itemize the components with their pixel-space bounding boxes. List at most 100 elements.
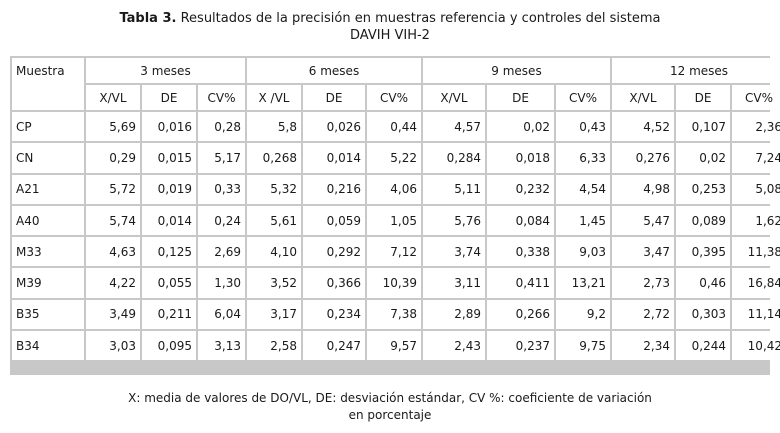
table-cell: 0,292: [303, 237, 365, 267]
table-cell: 3,47: [612, 237, 674, 267]
table-cell: 4,63: [86, 237, 140, 267]
table-cell: 0,28: [198, 112, 245, 142]
table-cell: 0,395: [676, 237, 730, 267]
table-cell: 0,411: [487, 268, 554, 298]
table-cell: 4,10: [247, 237, 301, 267]
table-cell: 0,43: [556, 112, 610, 142]
table-cell: 5,72: [86, 174, 140, 204]
table-row: B34 3,03 0,095 3,13 2,58 0,247 9,57 2,43 0,237 9,…: [12, 331, 780, 361]
table-cell: 0,084: [487, 205, 554, 236]
table-cell: 2,73: [612, 268, 674, 298]
table-cell: 0,247: [303, 331, 365, 361]
table-cell: 7,24: [732, 143, 780, 173]
table-cell: 5,08: [732, 174, 780, 204]
table-cell: 5,74: [86, 205, 140, 236]
group-header: 9 meses: [423, 58, 610, 83]
table-cell: 16,84: [732, 268, 780, 298]
table-cell: 5,11: [423, 174, 485, 204]
table-cell: 0,211: [142, 299, 196, 330]
caption-line-1: Tabla 3. Resultados de la precisión en m…: [0, 10, 780, 27]
table-cell: 0,44: [367, 112, 421, 142]
table-cell: 4,54: [556, 174, 610, 204]
table-cell: 3,03: [86, 331, 140, 361]
table-row: A21 5,72 0,019 0,33 5,32 0,216 4,06 5,11 0,232 4,…: [12, 174, 780, 204]
group-header: 6 meses: [247, 58, 421, 83]
table-cell: 2,34: [612, 331, 674, 361]
header-row-subcolumns: X/VL DE CV% X /VL DE CV% X/VL DE CV% X/VL DE CV%: [12, 85, 780, 110]
table-cell: 3,13: [198, 331, 245, 361]
table-cell: 4,06: [367, 174, 421, 204]
table-cell: 0,055: [142, 268, 196, 298]
table-cell: 10,39: [367, 268, 421, 298]
table-cell: 4,52: [612, 112, 674, 142]
table-caption: Tabla 3. Resultados de la precisión en m…: [0, 10, 780, 44]
table-cell: 0,234: [303, 299, 365, 330]
table-cell: 5,17: [198, 143, 245, 173]
header-row-groups: Muestra 3 meses 6 meses 9 meses 12 meses: [12, 58, 780, 110]
table-cell: 0,02: [487, 112, 554, 142]
row-label: CN: [12, 143, 84, 173]
table-cell: 0,059: [303, 205, 365, 236]
table-row: CP 5,69 0,016 0,28 5,8 0,026 0,44 4,57 0,02 0,43 4…: [12, 112, 780, 142]
caption-label: Tabla 3.: [119, 11, 177, 26]
table-cell: 0,016: [142, 112, 196, 142]
footnote-line-2: en porcentaje: [348, 408, 432, 422]
table-cell: 11,14: [732, 299, 780, 330]
table-cell: 0,24: [198, 205, 245, 236]
table-cell: 2,36: [732, 112, 780, 142]
table-cell: 9,75: [556, 331, 610, 361]
table-row: A40 5,74 0,014 0,24 5,61 0,059 1,05 5,76 0,084 1,…: [12, 205, 780, 236]
table-cell: 3,74: [423, 237, 485, 267]
table-cell: 0,29: [86, 143, 140, 173]
table-row: M39 4,22 0,055 1,30 3,52 0,366 10,39 3,11 0,411 1…: [12, 268, 780, 298]
table-cell: 2,69: [198, 237, 245, 267]
table-row: M33 4,63 0,125 2,69 4,10 0,292 7,12 3,74 0,338 9,…: [12, 237, 780, 267]
row-label: B34: [12, 331, 84, 361]
table-cell: 0,33: [198, 174, 245, 204]
table-cell: 7,12: [367, 237, 421, 267]
group-header: 12 meses: [612, 58, 780, 83]
table-cell: 0,366: [303, 268, 365, 298]
table-cell: 1,62: [732, 205, 780, 236]
table-cell: 0,284: [423, 143, 485, 173]
table-cell: 0,107: [676, 112, 730, 142]
column-header: DE: [487, 85, 554, 110]
table-cell: 2,72: [612, 299, 674, 330]
table-cell: 3,49: [86, 299, 140, 330]
row-label: A40: [12, 205, 84, 236]
row-label: M33: [12, 237, 84, 267]
table-body: CP 5,69 0,016 0,28 5,8 0,026 0,44 4,57 0,02 0,43 4…: [12, 112, 780, 361]
table-cell: 2,43: [423, 331, 485, 361]
table-cell: 3,17: [247, 299, 301, 330]
table-cell: 5,22: [367, 143, 421, 173]
corner-header: Muestra: [12, 58, 84, 110]
table-cell: 0,216: [303, 174, 365, 204]
column-header: CV%: [367, 85, 421, 110]
table-row: CN 0,29 0,015 5,17 0,268 0,014 5,22 0,284 0,018 6…: [12, 143, 780, 173]
table-cell: 0,244: [676, 331, 730, 361]
table-cell: 0,268: [247, 143, 301, 173]
table-cell: 0,46: [676, 268, 730, 298]
row-label: M39: [12, 268, 84, 298]
column-header: DE: [676, 85, 730, 110]
table-cell: 5,8: [247, 112, 301, 142]
table-cell: 5,69: [86, 112, 140, 142]
table-cell: 0,237: [487, 331, 554, 361]
table-cell: 0,026: [303, 112, 365, 142]
column-header: CV%: [198, 85, 245, 110]
table-cell: 0,276: [612, 143, 674, 173]
table-cell: 4,22: [86, 268, 140, 298]
caption-text: Resultados de la precisión en muestras r…: [176, 11, 661, 26]
table-cell: 1,30: [198, 268, 245, 298]
table-cell: 0,014: [303, 143, 365, 173]
table-cell: 0,018: [487, 143, 554, 173]
column-header: X/VL: [423, 85, 485, 110]
caption-line-2: DAVIH VIH-2: [350, 28, 430, 43]
table-cell: 0,089: [676, 205, 730, 236]
group-header: 3 meses: [86, 58, 245, 83]
row-label: CP: [12, 112, 84, 142]
table-cell: 0,303: [676, 299, 730, 330]
column-header: X /VL: [247, 85, 301, 110]
table-cell: 3,52: [247, 268, 301, 298]
table-cell: 0,266: [487, 299, 554, 330]
